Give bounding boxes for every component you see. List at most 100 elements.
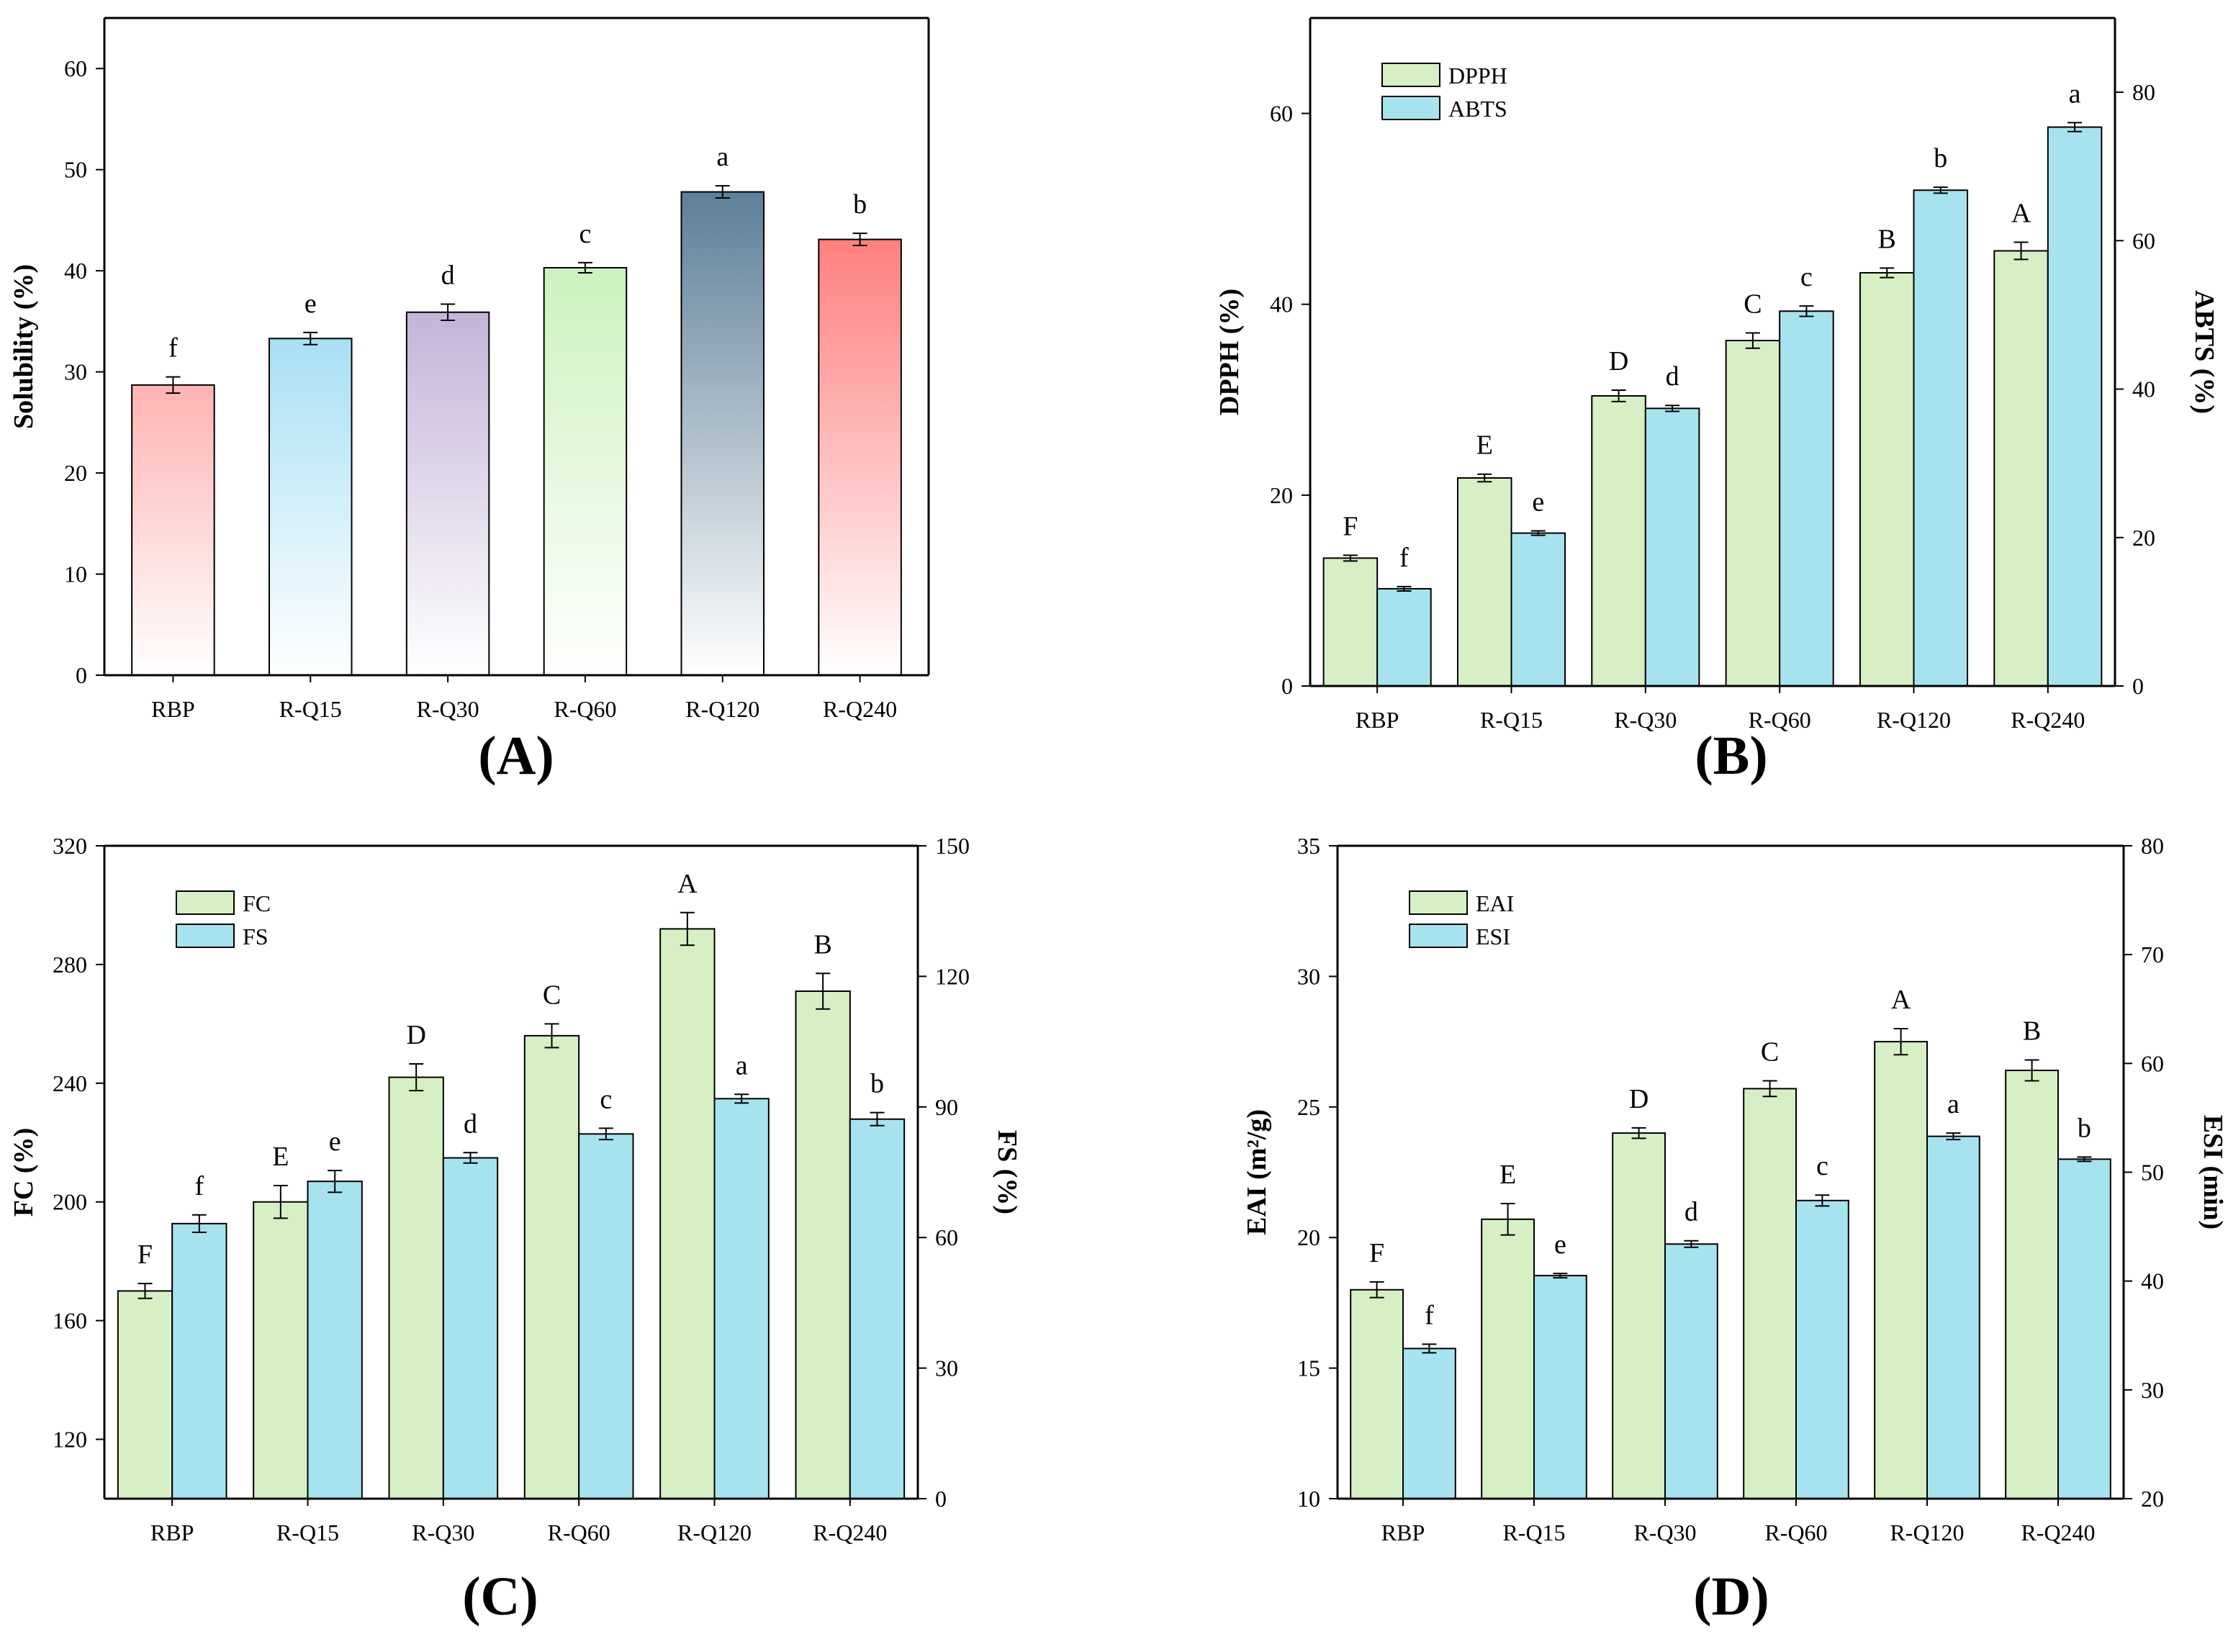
sig-letter-eai-rbp: F: [1369, 1238, 1384, 1268]
sig-letter-eai-r-q60: C: [1761, 1037, 1779, 1068]
sig-letter-dpph-r-q30: D: [1609, 346, 1628, 376]
legend-label-dpph: DPPH: [1448, 63, 1507, 89]
x-tick-label-r-q15: R-Q15: [279, 696, 342, 722]
y-tick-label-left-50: 50: [64, 157, 87, 183]
bar-eai-r-q60: [1743, 1088, 1797, 1500]
bar-dpph-rbp: [1322, 557, 1379, 687]
bar-abts-r-q240: [2047, 126, 2103, 687]
y-axis-title-right: FS (%): [992, 1130, 1022, 1214]
panel-b-dpph-abts-chart: F E D C B Af e d c b a 0 20 40 60 0 20 40 60 80 RBP R-Q15 R-Q3…: [1214, 17, 2219, 786]
y-tick-label-right-20: 20: [2132, 525, 2155, 551]
x-tick-label-r-q15: R-Q15: [1502, 1520, 1565, 1545]
panel-label-b: (B): [1695, 726, 1767, 786]
sig-letter-esi-r-q30: d: [1684, 1197, 1698, 1227]
sig-letter-fc-r-q30: D: [406, 1020, 425, 1050]
y-tick-label-left-15: 15: [1297, 1355, 1320, 1381]
sig-letter-eai-r-q240: B: [2023, 1016, 2041, 1046]
y-tick-label-right-60: 60: [2141, 1050, 2164, 1076]
legend-label-abts: ABTS: [1448, 96, 1507, 122]
y-tick-label-left-200: 200: [53, 1189, 87, 1215]
sig-letter-fs-r-q240: b: [870, 1069, 884, 1099]
y-tick-label-right-30: 30: [935, 1355, 958, 1381]
bar-esi-r-q60: [1795, 1199, 1849, 1499]
sig-letter-fc-r-q15: E: [272, 1142, 289, 1172]
y-tick-label-right-30: 30: [2141, 1377, 2164, 1403]
legend-swatch-fs: [176, 924, 235, 948]
sig-letter-fs-r-q120: a: [736, 1050, 748, 1080]
legend-label-eai: EAI: [1476, 890, 1514, 916]
sig-letter-dpph-r-q60: C: [1744, 289, 1762, 319]
legend-swatch-esi: [1409, 924, 1468, 948]
sig-letter-abts-rbp: f: [1399, 543, 1409, 573]
sig-letter-solubility-r-q15: e: [305, 289, 317, 319]
sig-letter-dpph-rbp: F: [1343, 511, 1358, 541]
bar-fs-r-q15: [307, 1181, 363, 1499]
bar-dpph-r-q240: [1993, 250, 2049, 687]
y-tick-label-right-150: 150: [935, 833, 970, 859]
legend-swatch-abts: [1381, 96, 1440, 120]
panel-label-c: (C): [462, 1566, 538, 1627]
sig-letter-solubility-r-q60: c: [579, 219, 591, 249]
x-tick-label-r-q60: R-Q60: [548, 1520, 610, 1545]
bar-dpph-r-q15: [1456, 477, 1512, 687]
x-tick-label-rbp: RBP: [150, 1520, 194, 1545]
sig-letter-fc-r-q60: C: [543, 980, 561, 1010]
y-tick-label-left-0: 0: [1281, 673, 1293, 699]
sig-letter-esi-r-q240: b: [2078, 1113, 2091, 1143]
bar-solubility-r-q30: [405, 311, 490, 676]
y-tick-label-right-90: 90: [935, 1094, 958, 1120]
x-tick-label-r-q240: R-Q240: [2021, 1520, 2095, 1545]
bar-fs-r-q30: [442, 1157, 499, 1500]
sig-letter-dpph-r-q240: A: [2011, 199, 2031, 229]
y-tick-label-left-30: 30: [64, 359, 87, 385]
y-tick-label-left-120: 120: [53, 1427, 87, 1453]
sig-letter-fc-r-q120: A: [677, 869, 698, 899]
bar-solubility-r-q60: [543, 266, 628, 676]
y-tick-label-left-30: 30: [1297, 963, 1320, 989]
bar-fc-r-q60: [523, 1034, 580, 1499]
sig-letter-dpph-r-q15: E: [1476, 430, 1493, 461]
sig-letter-fs-r-q15: e: [329, 1127, 341, 1157]
bar-solubility-r-q15: [269, 338, 353, 676]
bar-abts-r-q60: [1779, 310, 1834, 687]
y-tick-label-left-20: 20: [1297, 1224, 1320, 1250]
x-tick-label-r-q30: R-Q30: [1633, 1520, 1696, 1545]
bar-dpph-r-q30: [1591, 394, 1646, 687]
bar-abts-r-q30: [1644, 407, 1700, 687]
x-tick-label-r-q120: R-Q120: [685, 696, 759, 722]
y-tick-label-left-60: 60: [64, 55, 87, 81]
legend-label-fc: FC: [243, 890, 271, 916]
sig-letter-solubility-r-q120: a: [716, 142, 729, 172]
sig-letter-esi-rbp: f: [1425, 1300, 1434, 1330]
sig-letter-abts-r-q60: c: [1800, 262, 1813, 292]
legend-swatch-fc: [176, 890, 235, 915]
legend-swatch-dpph: [1381, 63, 1440, 87]
y-tick-label-right-40: 40: [2141, 1268, 2164, 1294]
x-tick-label-rbp: RBP: [1381, 1520, 1425, 1545]
bar-solubility-rbp: [131, 384, 215, 676]
y-tick-label-left-0: 0: [76, 662, 87, 688]
y-axis-title-left: Solubility (%): [9, 264, 39, 429]
bar-eai-r-q15: [1481, 1218, 1535, 1499]
y-axis-title-left: EAI (m²/g): [1242, 1109, 1272, 1235]
bar-esi-r-q120: [1926, 1135, 1980, 1499]
x-tick-label-r-q15: R-Q15: [276, 1520, 339, 1545]
panel-label-a: (A): [478, 726, 554, 786]
y-tick-label-right-50: 50: [2141, 1160, 2164, 1186]
x-tick-label-r-q60: R-Q60: [554, 696, 616, 722]
x-tick-label-r-q30: R-Q30: [412, 1520, 474, 1545]
y-tick-label-left-35: 35: [1297, 833, 1320, 859]
y-tick-label-right-20: 20: [2141, 1486, 2164, 1512]
y-tick-label-right-120: 120: [935, 963, 970, 989]
y-axis-title-right: ESI (min): [2198, 1115, 2228, 1229]
y-tick-label-right-40: 40: [2132, 376, 2155, 402]
legend-swatch-eai: [1409, 890, 1468, 915]
y-tick-label-left-40: 40: [1270, 292, 1293, 317]
sig-letter-eai-r-q15: E: [1499, 1160, 1516, 1190]
y-tick-label-right-70: 70: [2141, 942, 2164, 967]
bar-fc-r-q30: [388, 1076, 444, 1499]
sig-letter-abts-r-q120: b: [1934, 143, 1947, 173]
bar-esi-r-q240: [2057, 1158, 2111, 1499]
x-tick-label-r-q240: R-Q240: [813, 1520, 887, 1545]
y-tick-label-left-240: 240: [53, 1070, 87, 1096]
